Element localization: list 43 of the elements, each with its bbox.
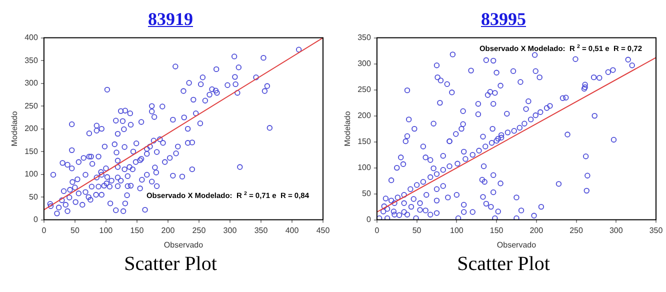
x-tick-label: 400: [285, 226, 300, 235]
y-tick-label: 100: [358, 163, 372, 172]
x-tick-label: 100: [99, 226, 114, 235]
x-tick-label: 100: [450, 226, 464, 235]
x-axis-title: Observado: [164, 240, 204, 250]
text: Scatter Plot: [123, 252, 218, 276]
y-tick-label: 150: [358, 137, 372, 146]
x-axis-title: Observado: [496, 240, 537, 250]
x-tick-label: 200: [530, 226, 544, 235]
x-tick-label: 450: [316, 226, 330, 235]
y-tick-label: 400: [24, 33, 38, 42]
x-tick-label: 300: [223, 226, 238, 235]
y-tick-label: 250: [24, 101, 38, 110]
x-tick-label: 350: [649, 226, 664, 235]
text: Scatter Plot: [456, 252, 551, 276]
y-tick-label: 300: [24, 78, 38, 88]
x-tick-label: 250: [192, 226, 206, 235]
y-tick-label: 0: [33, 215, 38, 224]
x-tick-label: 150: [130, 226, 144, 235]
x-tick-label: 250: [570, 226, 584, 235]
chart-title: 83995: [480, 8, 527, 30]
x-tick-label: 350: [254, 226, 268, 235]
x-tick-label: 0: [374, 226, 380, 235]
y-tick-label: 200: [24, 124, 38, 134]
y-tick-label: 100: [24, 170, 38, 179]
y-tick-label: 350: [358, 33, 372, 42]
y-tick-label: 50: [362, 189, 372, 198]
x-tick-label: 0: [42, 226, 47, 235]
x-tick-label: 50: [412, 226, 422, 235]
y-tick-label: 150: [24, 146, 38, 156]
y-tick-label: 0: [366, 215, 372, 224]
x-tick-label: 150: [490, 226, 504, 235]
y-axis-title: Modelado: [10, 110, 20, 146]
y-axis-title: Modelado: [343, 110, 352, 146]
x-tick-label: 200: [161, 226, 176, 235]
y-tick-label: 50: [29, 192, 38, 202]
x-tick-label: 50: [70, 226, 80, 235]
y-tick-label: 250: [358, 85, 372, 94]
y-tick-label: 350: [24, 56, 38, 65]
y-tick-label: 300: [358, 59, 372, 68]
y-tick-label: 200: [358, 111, 372, 120]
x-tick-label: 300: [609, 226, 624, 235]
chart-title: 83919: [147, 8, 194, 30]
